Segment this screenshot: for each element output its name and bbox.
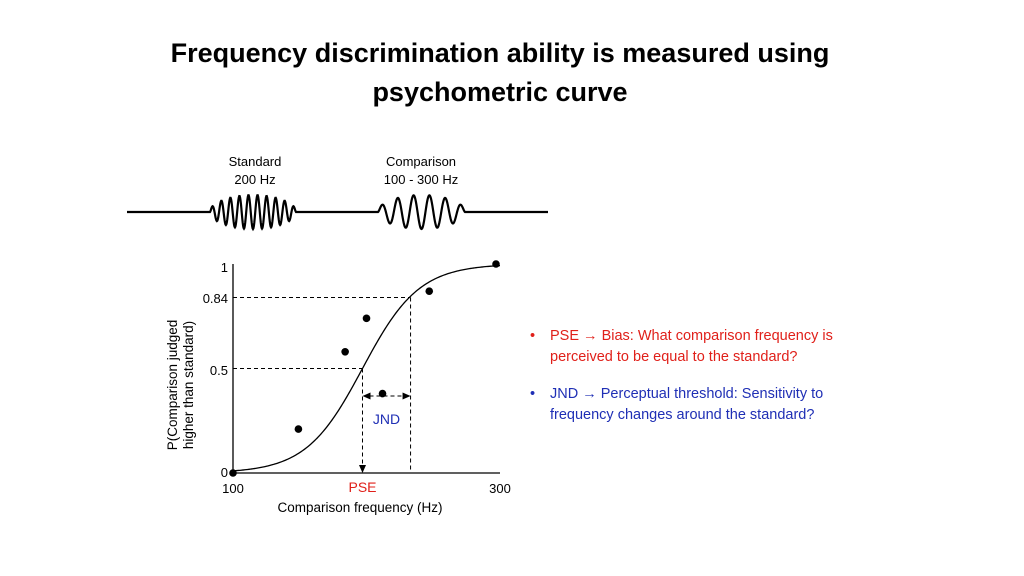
data-point-1 (229, 469, 237, 477)
bullet-pse-line-2: perceived to be equal to the standard? (550, 349, 798, 365)
bullet-jnd-line-1: JND → Perceptual threshold: Sensitivity … (550, 386, 824, 402)
bullet-marker: • (530, 328, 536, 344)
pse-arrowhead (358, 465, 366, 473)
y-tick-label-0: 0 (221, 465, 228, 480)
y-tick-label-1: 1 (221, 260, 228, 275)
bullet-jnd: • JND → Perceptual threshold: Sensitivit… (530, 384, 950, 426)
data-point-7 (492, 260, 500, 268)
bullet-list: • PSE → Bias: What comparison frequency … (530, 326, 950, 442)
jnd-label: JND (373, 411, 400, 427)
jnd-arrowhead-left (362, 392, 371, 400)
psychometric-curve (232, 264, 501, 472)
comparison-frequency-range: 100 - 300 Hz (384, 172, 458, 187)
y-tick-label-05: 0.5 (210, 363, 228, 378)
bullet-pse: • PSE → Bias: What comparison frequency … (530, 326, 950, 368)
data-point-6 (362, 314, 371, 323)
bullet-jnd-line-2: frequency changes around the standard? (550, 407, 815, 423)
y-axis-label-line-1: P(Comparison judged (165, 320, 180, 451)
comparison-label: Comparison (386, 154, 456, 169)
pse-label: PSE (348, 479, 376, 495)
jnd-arrowhead-right (402, 392, 411, 400)
y-tick-label-084: 0.84 (203, 291, 228, 306)
x-tick-label-100: 100 (222, 481, 244, 496)
title-line-1: Frequency discrimination ability is meas… (170, 38, 830, 68)
y-axis-label-line-2: higher than standard) (181, 321, 196, 449)
x-axis-label: Comparison frequency (Hz) (277, 500, 442, 515)
data-point-3 (341, 347, 349, 356)
title-line-2: psychometric curve (372, 77, 628, 107)
bullet-marker: • (530, 386, 536, 402)
x-tick-label-300: 300 (489, 481, 511, 496)
bullet-pse-line-1: PSE → Bias: What comparison frequency is (550, 328, 833, 344)
data-point-5 (425, 287, 434, 295)
standard-frequency: 200 Hz (234, 172, 275, 187)
slide-title: Frequency discrimination ability is meas… (0, 34, 1000, 112)
data-points (229, 260, 500, 477)
data-point-2 (294, 425, 303, 433)
standard-label: Standard (229, 154, 282, 169)
data-point-4 (378, 389, 387, 398)
stimulus-waveform (127, 194, 548, 232)
